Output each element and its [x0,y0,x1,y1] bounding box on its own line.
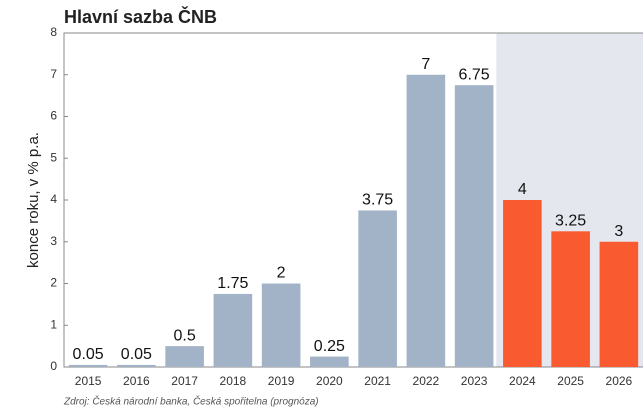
y-tick-label: 1 [50,317,57,331]
bar [503,200,542,367]
bar [551,231,590,367]
bar [165,346,204,367]
x-tick-label: 2024 [509,374,536,388]
value-label: 1.75 [217,275,248,292]
bar [117,364,156,367]
value-label: 0.05 [73,346,104,363]
y-tick-label: 3 [50,234,57,248]
x-tick-label: 2016 [123,374,150,388]
value-label: 3 [614,223,623,240]
y-tick-label: 6 [50,109,57,123]
x-tick-label: 2019 [268,374,295,388]
y-tick-label: 4 [50,192,57,206]
bar [406,74,446,367]
value-label: 2 [277,265,286,282]
y-axis-label: konce roku, v % p.a. [25,132,42,268]
bar [213,293,253,367]
y-tick-label: 2 [50,276,57,290]
source-note: Zdroj: Česká národní banka, Česká spořit… [63,395,319,408]
bar [599,241,639,367]
value-label: 4 [518,181,527,198]
chart-title: Hlavní sazba ČNB [64,6,217,27]
bar [68,364,108,367]
value-label: 7 [421,56,430,73]
value-label: 0.05 [121,346,152,363]
x-tick-label: 2026 [606,374,633,388]
x-tick-label: 2025 [557,374,584,388]
value-label: 3.75 [362,192,393,209]
value-label: 0.5 [174,327,196,344]
value-label: 0.25 [314,338,345,355]
x-tick-label: 2021 [364,374,391,388]
value-label: 3.25 [555,213,586,230]
x-tick-label: 2023 [461,374,488,388]
bar [454,85,494,367]
y-tick-label: 0 [50,359,57,373]
bar [261,283,301,367]
value-label: 6.75 [459,66,490,83]
y-tick-label: 7 [50,67,57,81]
y-tick-label: 8 [50,25,57,39]
x-tick-label: 2018 [220,374,247,388]
bar [310,356,349,367]
x-tick-label: 2020 [316,374,343,388]
bar [358,210,397,367]
x-tick-label: 2022 [413,374,440,388]
x-tick-label: 2015 [75,374,102,388]
y-tick-label: 5 [50,150,57,164]
x-tick-label: 2017 [171,374,198,388]
